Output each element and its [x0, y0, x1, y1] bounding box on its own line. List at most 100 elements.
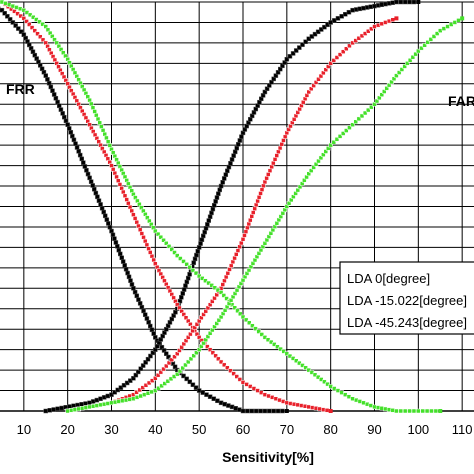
- data-marker: [228, 368, 233, 373]
- data-marker: [335, 388, 341, 393]
- data-marker: [98, 202, 103, 207]
- data-marker: [192, 256, 198, 262]
- data-marker: [372, 24, 377, 29]
- data-marker: [97, 120, 102, 126]
- data-marker: [328, 20, 333, 25]
- data-marker: [225, 168, 230, 174]
- data-marker: [261, 183, 266, 189]
- data-marker: [375, 22, 381, 28]
- data-marker: [116, 247, 122, 253]
- data-marker: [438, 28, 443, 33]
- data-marker: [166, 244, 172, 249]
- data-marker: [287, 54, 293, 59]
- data-marker: [119, 186, 124, 191]
- data-marker: [76, 149, 81, 154]
- series-0: [0, 0, 421, 414]
- data-marker: [275, 408, 281, 414]
- data-marker: [347, 125, 352, 130]
- data-marker: [191, 353, 196, 359]
- data-marker: [365, 107, 371, 113]
- data-marker: [306, 404, 311, 410]
- data-marker: [34, 17, 39, 22]
- data-marker: [394, 73, 399, 78]
- data-marker: [168, 376, 174, 382]
- data-marker: [266, 172, 271, 177]
- data-marker: [232, 255, 237, 261]
- data-marker: [81, 160, 86, 165]
- data-marker: [129, 282, 135, 287]
- data-marker: [193, 270, 199, 276]
- curve-far: [43, 0, 421, 414]
- data-marker: [146, 380, 152, 386]
- data-marker: [321, 70, 326, 76]
- data-marker: [10, 20, 16, 25]
- data-marker: [43, 73, 48, 78]
- data-marker: [284, 351, 290, 356]
- data-marker: [46, 80, 52, 86]
- data-marker: [319, 377, 324, 382]
- data-marker: [196, 335, 202, 340]
- data-marker: [209, 210, 214, 216]
- data-marker: [265, 337, 271, 342]
- data-marker: [220, 282, 226, 287]
- data-marker: [340, 131, 346, 136]
- data-marker: [280, 399, 286, 404]
- data-marker: [84, 168, 89, 173]
- data-marker: [328, 384, 333, 389]
- data-marker: [253, 202, 259, 208]
- data-marker: [143, 383, 149, 388]
- data-marker: [105, 401, 111, 406]
- data-marker: [303, 39, 308, 44]
- data-marker: [206, 280, 211, 286]
- data-marker: [386, 1, 392, 6]
- data-marker: [196, 388, 202, 393]
- data-marker: [343, 392, 348, 397]
- data-marker: [99, 206, 105, 211]
- data-marker: [272, 342, 277, 347]
- data-marker: [306, 89, 311, 95]
- data-marker: [142, 238, 148, 244]
- data-marker: [60, 111, 65, 116]
- data-marker: [223, 274, 229, 280]
- data-marker: [383, 20, 388, 25]
- data-marker: [139, 231, 145, 236]
- data-marker: [402, 64, 407, 69]
- data-marker: [109, 163, 114, 168]
- data-marker: [153, 388, 158, 393]
- data-marker: [353, 7, 359, 12]
- data-marker: [431, 34, 437, 39]
- data-marker: [149, 253, 155, 259]
- data-marker: [264, 175, 269, 181]
- data-marker: [312, 372, 318, 378]
- data-marker: [368, 403, 374, 408]
- data-marker: [438, 409, 443, 413]
- data-marker: [356, 116, 362, 122]
- data-marker: [178, 256, 183, 261]
- data-marker: [118, 385, 124, 390]
- data-marker: [362, 110, 368, 116]
- data-marker: [128, 378, 133, 383]
- data-marker: [396, 70, 402, 75]
- data-marker: [51, 407, 56, 412]
- data-marker: [246, 221, 252, 227]
- data-marker: [331, 58, 337, 63]
- data-marker: [226, 403, 231, 408]
- data-marker: [325, 146, 331, 151]
- data-marker: [398, 408, 404, 414]
- data-marker: [7, 17, 13, 22]
- data-marker: [107, 143, 113, 148]
- data-marker: [40, 37, 46, 43]
- data-marker: [184, 376, 189, 382]
- data-marker: [99, 124, 104, 129]
- data-marker: [67, 404, 72, 409]
- data-marker: [322, 379, 327, 385]
- data-marker: [55, 406, 60, 412]
- data-marker: [96, 198, 102, 203]
- data-marker: [276, 149, 281, 155]
- data-marker: [228, 263, 234, 268]
- data-marker: [309, 34, 315, 39]
- data-marker: [55, 99, 60, 105]
- data-marker: [272, 157, 278, 162]
- data-marker: [69, 408, 74, 413]
- data-marker: [391, 76, 397, 82]
